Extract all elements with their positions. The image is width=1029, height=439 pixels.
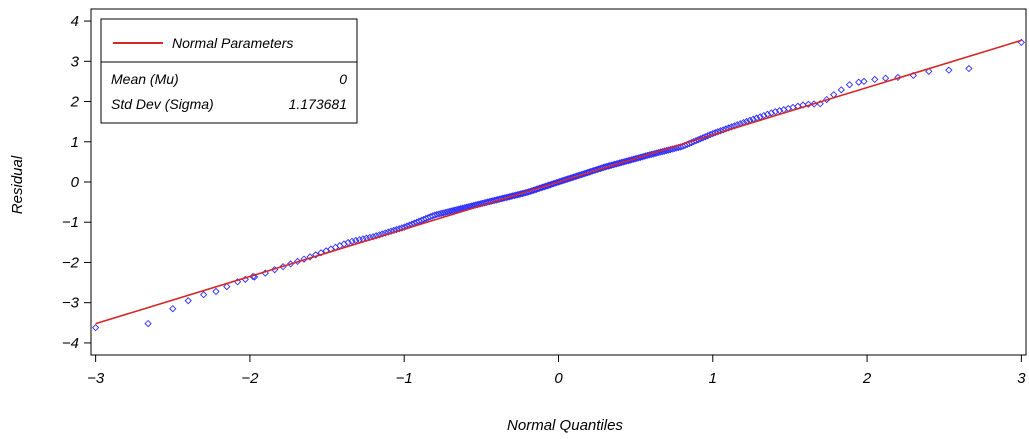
y-axis-title: Residual xyxy=(9,155,26,214)
data-point xyxy=(312,251,320,259)
data-point xyxy=(381,229,389,237)
data-point xyxy=(714,128,722,136)
x-axis-title: Normal Quantiles xyxy=(507,417,623,434)
data-point xyxy=(384,228,392,236)
y-tick-label: −1 xyxy=(62,214,79,231)
x-tick-label: 2 xyxy=(862,370,872,387)
data-point xyxy=(925,67,933,75)
data-point xyxy=(400,223,409,231)
data-point xyxy=(719,126,727,134)
data-point xyxy=(169,305,177,313)
legend-sigma-label: Std Dev (Sigma) xyxy=(111,96,214,112)
legend-sigma-value: 1.173681 xyxy=(289,96,347,112)
data-point xyxy=(223,282,231,291)
data-point xyxy=(845,81,854,89)
data-point xyxy=(881,74,890,82)
x-tick-label: −1 xyxy=(396,370,413,387)
data-point xyxy=(447,207,455,215)
legend-mean-label: Mean (Mu) xyxy=(111,71,179,87)
y-tick-label: 2 xyxy=(70,94,80,111)
data-point xyxy=(369,233,377,241)
data-point xyxy=(443,208,451,216)
axes: −3 −2 −1 0 1 2 3 −4 −3 −2 −1 0 1 2 3 4 xyxy=(62,13,1026,387)
data-point xyxy=(767,109,775,117)
data-point xyxy=(855,78,863,86)
y-tick-label: −3 xyxy=(62,295,80,312)
data-point xyxy=(348,237,356,245)
legend-mean-value: 0 xyxy=(339,71,347,87)
data-point xyxy=(445,207,453,216)
normal-reference-line xyxy=(95,39,1022,325)
x-tick-label: 1 xyxy=(709,370,717,387)
legend-entry-label: Normal Parameters xyxy=(172,35,293,51)
y-tick-label: 1 xyxy=(71,134,79,151)
data-point xyxy=(706,131,714,139)
data-point xyxy=(306,253,314,261)
data-point xyxy=(390,226,398,235)
legend-frame xyxy=(100,18,358,124)
y-tick-label: 4 xyxy=(71,13,79,30)
data-point xyxy=(716,127,725,135)
y-tick-label: 0 xyxy=(71,174,80,191)
data-point xyxy=(392,225,401,234)
data-point xyxy=(704,132,712,140)
data-point xyxy=(945,66,953,74)
data-point xyxy=(431,211,439,219)
data-point xyxy=(91,324,100,332)
data-point xyxy=(300,255,308,263)
data-point xyxy=(344,238,352,247)
y-tick-label: −4 xyxy=(62,335,79,352)
data-point xyxy=(398,224,406,232)
legend-box: Normal Parameters Mean (Mu) 0 Std Dev (S… xyxy=(100,18,358,124)
data-point xyxy=(804,100,813,108)
data-point xyxy=(395,225,403,233)
data-point xyxy=(378,230,386,238)
data-point xyxy=(387,227,395,235)
data-point xyxy=(709,129,717,138)
data-point xyxy=(433,210,441,219)
reference-line xyxy=(95,39,1022,325)
data-point xyxy=(317,249,325,257)
data-point xyxy=(771,108,779,116)
data-point xyxy=(439,209,447,217)
data-point xyxy=(965,64,973,73)
data-point xyxy=(199,291,208,299)
data-point xyxy=(725,124,733,132)
data-point xyxy=(184,297,192,305)
data-point xyxy=(437,209,445,218)
data-point xyxy=(372,232,380,240)
x-tick-label: −2 xyxy=(241,370,259,387)
x-tick-label: 3 xyxy=(1017,370,1026,387)
data-point xyxy=(711,129,719,137)
y-tick-label: 3 xyxy=(71,53,80,70)
data-point xyxy=(441,208,449,217)
data-point xyxy=(894,73,902,82)
y-tick-label: −2 xyxy=(62,254,80,271)
data-point xyxy=(144,319,152,328)
x-tick-label: −3 xyxy=(87,370,105,387)
data-point xyxy=(212,287,220,296)
data-point xyxy=(871,75,879,84)
data-point xyxy=(860,77,868,86)
data-point xyxy=(722,125,730,133)
data-point xyxy=(435,210,443,218)
data-point xyxy=(375,231,383,239)
x-tick-label: 0 xyxy=(554,370,563,387)
data-point xyxy=(837,86,845,94)
